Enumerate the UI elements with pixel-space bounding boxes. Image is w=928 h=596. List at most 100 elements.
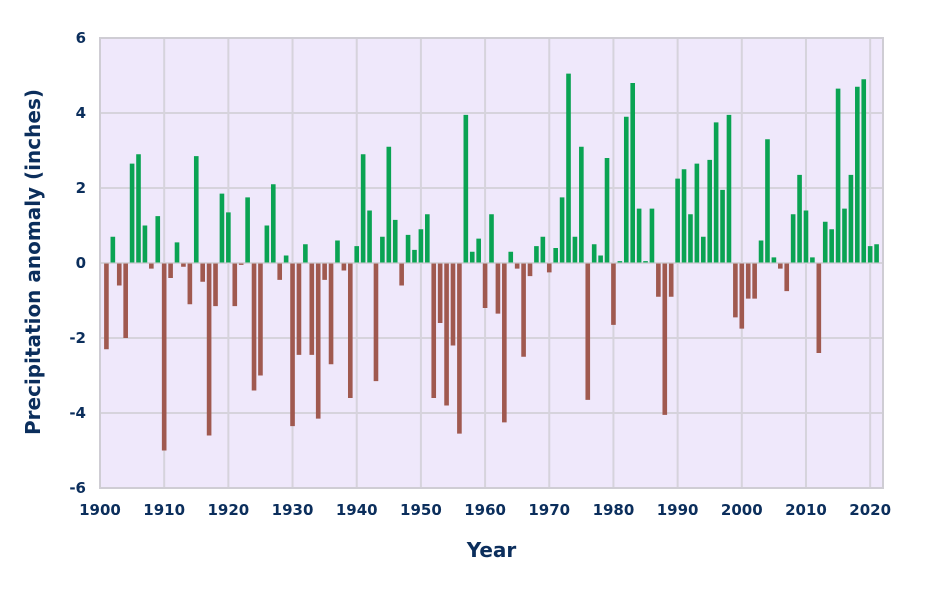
bar-1909 xyxy=(155,216,161,263)
bar-1940 xyxy=(354,246,360,263)
bar-1942 xyxy=(367,210,372,263)
bar-1986 xyxy=(649,208,655,263)
bar-1957 xyxy=(463,114,469,263)
y-tick-label: -6 xyxy=(69,479,86,497)
bar-1976 xyxy=(585,263,591,400)
bar-1918 xyxy=(213,263,218,307)
bar-2013 xyxy=(822,221,828,263)
bar-2014 xyxy=(829,229,834,263)
bar-1949 xyxy=(412,249,417,263)
x-tick-label: 1940 xyxy=(336,501,378,519)
bar-1907 xyxy=(142,225,148,263)
bar-2021 xyxy=(874,244,879,263)
x-tick-label: 1950 xyxy=(400,501,442,519)
bar-1922 xyxy=(238,263,244,265)
bar-1937 xyxy=(335,240,340,263)
bar-1904 xyxy=(123,263,128,338)
plot-border xyxy=(99,37,884,489)
bar-1917 xyxy=(206,263,212,436)
bar-2007 xyxy=(784,263,790,292)
bar-1971 xyxy=(553,248,558,263)
bar-1990 xyxy=(675,178,680,263)
bar-1978 xyxy=(598,255,603,263)
y-tick-label: 2 xyxy=(76,179,86,197)
bar-1910 xyxy=(161,263,167,451)
bar-2018 xyxy=(855,86,860,263)
bar-1964 xyxy=(508,251,514,263)
bar-1946 xyxy=(392,219,398,263)
bar-1994 xyxy=(700,236,706,263)
bar-1962 xyxy=(495,263,501,314)
bar-2004 xyxy=(765,139,770,263)
bar-2002 xyxy=(752,263,757,299)
bar-1943 xyxy=(373,263,379,382)
bar-1995 xyxy=(707,159,713,263)
x-tick-label: 1970 xyxy=(528,501,570,519)
bar-1991 xyxy=(681,169,687,263)
bar-1958 xyxy=(469,251,475,263)
x-tick-label: 1960 xyxy=(464,501,506,519)
bar-1908 xyxy=(149,263,154,269)
y-tick-label: -4 xyxy=(69,404,86,422)
bar-1944 xyxy=(380,236,385,263)
plot-frame xyxy=(99,37,884,489)
x-tick-label: 2020 xyxy=(849,501,891,519)
bar-1923 xyxy=(245,197,250,263)
bar-2017 xyxy=(848,174,854,263)
x-axis-title: Year xyxy=(466,538,517,562)
bar-1988 xyxy=(662,263,668,415)
bars xyxy=(104,73,879,451)
bar-1912 xyxy=(174,242,180,263)
bar-2015 xyxy=(835,88,841,263)
bar-1933 xyxy=(309,263,315,355)
bar-1903 xyxy=(116,263,122,286)
bar-2001 xyxy=(745,263,751,299)
bar-1945 xyxy=(386,146,392,263)
bar-2003 xyxy=(758,240,764,263)
bar-1966 xyxy=(521,263,526,357)
bar-1905 xyxy=(129,163,135,263)
bar-1936 xyxy=(328,263,334,365)
y-tick-label: 4 xyxy=(76,104,86,122)
x-tick-label: 1900 xyxy=(79,501,121,519)
bar-1924 xyxy=(251,263,257,391)
x-tick-label: 1930 xyxy=(272,501,314,519)
bar-1975 xyxy=(579,146,584,263)
bar-1939 xyxy=(347,263,353,398)
bar-2000 xyxy=(739,263,745,329)
bar-1998 xyxy=(726,114,732,263)
y-tick-labels: -6 -4 -2 0 2 4 6 xyxy=(69,29,86,497)
x-tick-label: 2010 xyxy=(785,501,827,519)
bar-1963 xyxy=(502,263,507,423)
bar-1979 xyxy=(604,158,610,263)
bar-1997 xyxy=(720,189,725,263)
bar-1959 xyxy=(476,238,481,263)
bar-1934 xyxy=(315,263,321,419)
bar-1952 xyxy=(431,263,437,398)
bar-1961 xyxy=(489,214,494,263)
bar-1977 xyxy=(591,244,597,263)
bar-1953 xyxy=(437,263,443,323)
bar-2010 xyxy=(803,210,809,263)
bar-1950 xyxy=(418,229,424,263)
x-tick-label: 2000 xyxy=(721,501,763,519)
bar-1913 xyxy=(181,263,186,267)
x-tick-label: 1910 xyxy=(143,501,185,519)
bar-2019 xyxy=(861,79,867,263)
x-tick-label: 1990 xyxy=(657,501,699,519)
bar-1902 xyxy=(110,236,116,263)
bar-2009 xyxy=(797,174,802,263)
x-tick-label: 1980 xyxy=(593,501,635,519)
y-axis-title: Precipitation anomaly (inches) xyxy=(21,89,45,435)
bar-1960 xyxy=(482,263,488,308)
bar-1931 xyxy=(296,263,302,355)
bar-2020 xyxy=(867,246,873,263)
bar-1965 xyxy=(514,263,520,269)
bar-1955 xyxy=(450,263,456,346)
bar-1915 xyxy=(193,156,199,263)
bar-1982 xyxy=(623,116,629,263)
bar-2008 xyxy=(790,214,796,263)
bar-1999 xyxy=(733,263,738,318)
bar-1930 xyxy=(290,263,295,427)
